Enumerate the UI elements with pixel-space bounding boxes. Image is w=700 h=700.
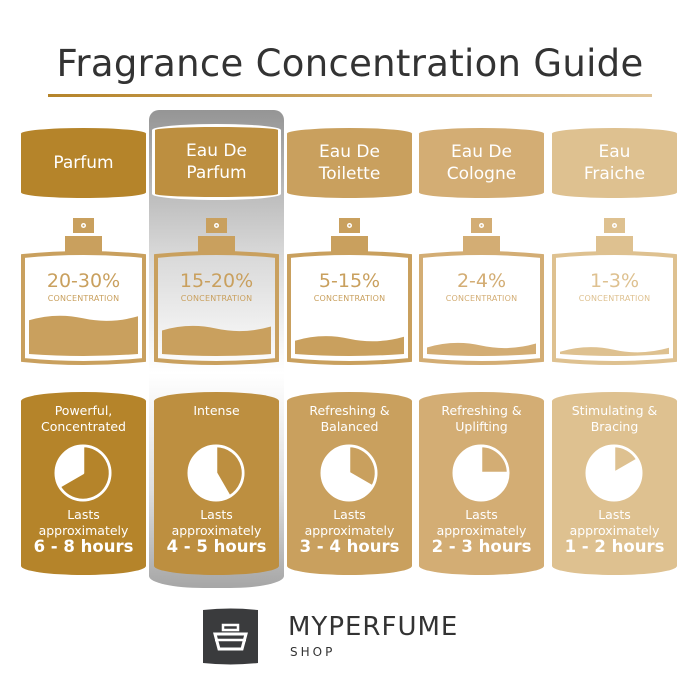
description: Refreshing & Balanced [309,403,390,434]
clock-pie-icon [585,444,643,502]
concentration-label: CONCENTRATION [313,294,386,303]
bottle-icon [419,218,544,365]
brand-sub: SHOP [290,645,336,659]
fragrance-column: Eau De Cologne 2-4% CONCENTRATION Refres… [419,0,544,600]
lasts-label: Lasts approximately [38,507,129,538]
duration: 6 - 8 hours [33,537,134,556]
bottle-icon [287,218,412,365]
concentration-value: 5-15% [318,270,381,292]
duration: 4 - 5 hours [166,537,267,556]
clock-pie-icon [452,444,510,502]
bottle-icon [21,218,146,365]
longevity-card: Refreshing & Uplifting Lasts approximate… [419,392,544,575]
description: Refreshing & Uplifting [441,403,522,434]
fill-level [560,347,669,356]
type-header: Eau De Parfum [152,124,281,200]
description: Intense [193,403,240,418]
clock-pie-icon [187,444,245,502]
brand-name: MYPERFUME [288,612,459,642]
page-title: Fragrance Concentration Guide [56,42,644,85]
concentration-value: 15-20% [179,270,254,292]
type-header: Eau De Toilette [287,128,412,198]
type-header: Eau De Cologne [419,128,544,198]
concentration-label: CONCENTRATION [180,294,253,303]
concentration-value: 2-4% [456,270,507,292]
clock-pie-icon [320,444,378,502]
lasts-label: Lasts approximately [171,507,262,538]
longevity-card: Refreshing & Balanced Lasts approximatel… [287,392,412,575]
fill-level [162,325,271,356]
concentration-label: CONCENTRATION [578,294,651,303]
type-header: Parfum [21,128,146,198]
fill-level [29,315,138,356]
longevity-card: Powerful, Concentrated Lasts approximate… [21,392,146,575]
concentration-value: 1-3% [589,270,640,292]
bottle-icon [552,218,677,365]
lasts-label: Lasts approximately [436,507,527,538]
duration: 2 - 3 hours [431,537,532,556]
brand-logo-icon [203,608,258,665]
title-divider [48,94,652,97]
bottle-icon [154,218,279,365]
longevity-card: Stimulating & Bracing Lasts approximatel… [552,392,677,575]
concentration-value: 20-30% [46,270,121,292]
duration: 3 - 4 hours [299,537,400,556]
concentration-label: CONCENTRATION [47,294,120,303]
fragrance-column: Eau Fraiche 1-3% CONCENTRATION Stimulati… [552,0,677,600]
fragrance-column: Eau De Parfum 15-20% CONCENTRATION Inten… [152,0,281,600]
fill-level [427,342,536,356]
description: Stimulating & Bracing [571,403,658,434]
longevity-card: Intense Lasts approximately 4 - 5 hours [154,392,279,575]
duration: 1 - 2 hours [564,537,665,556]
clock-pie-icon [54,444,112,502]
fragrance-column: Eau De Toilette 5-15% CONCENTRATION Refr… [287,0,412,600]
fragrance-column: Parfum 20-30% CONCENTRATION Powerful, Co… [21,0,146,600]
fill-level [295,336,404,356]
lasts-label: Lasts approximately [569,507,660,538]
description: Powerful, Concentrated [40,403,126,434]
concentration-label: CONCENTRATION [445,294,518,303]
type-header: Eau Fraiche [552,128,677,198]
lasts-label: Lasts approximately [304,507,395,538]
